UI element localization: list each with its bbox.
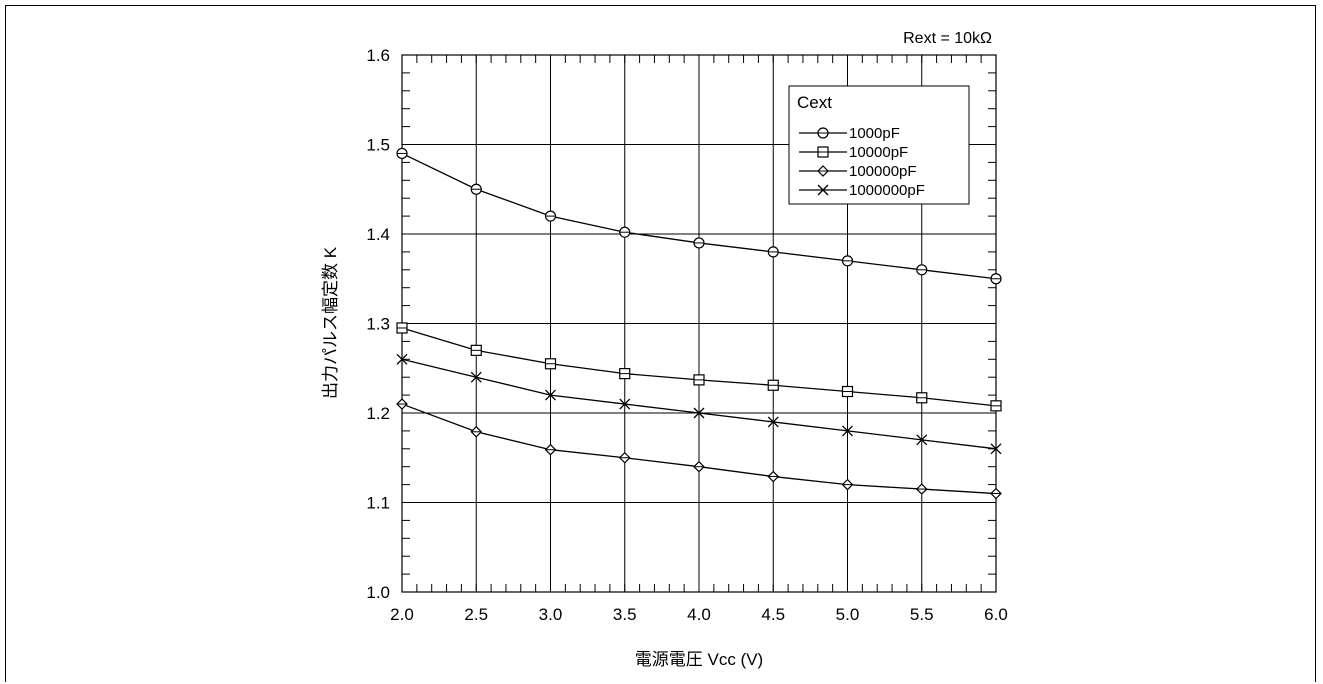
x-tick-label: 3.5	[613, 605, 637, 624]
data-point	[767, 379, 779, 391]
legend-label: 10000pF	[849, 144, 908, 161]
data-point	[841, 478, 854, 491]
legend-item: 10000pF	[799, 144, 908, 161]
x-tick-label: 2.5	[464, 605, 488, 624]
data-point	[693, 374, 705, 386]
y-tick-label: 1.4	[366, 225, 390, 244]
data-point	[841, 385, 854, 398]
data-point	[916, 264, 928, 276]
legend-label: 1000000pF	[849, 182, 925, 199]
data-point	[767, 246, 779, 258]
data-point	[618, 451, 631, 464]
series-1	[396, 147, 1002, 285]
data-point	[396, 398, 408, 410]
legend-marker	[817, 146, 829, 158]
x-tick-label: 4.0	[687, 605, 711, 624]
x-tick-label: 4.5	[761, 605, 785, 624]
x-tick-label: 3.0	[539, 605, 563, 624]
legend-box	[788, 85, 970, 205]
data-point	[396, 147, 408, 160]
data-point	[990, 273, 1002, 285]
y-tick-label: 1.3	[366, 315, 390, 334]
y-tick-label: 1.0	[366, 583, 390, 602]
data-point	[619, 368, 631, 380]
series-3	[396, 398, 1002, 500]
y-tick-labels: 1.0 1.1 1.2 1.3 1.4 1.5 1.6	[366, 46, 390, 602]
x-tick-label: 2.0	[390, 605, 414, 624]
legend-marker	[817, 184, 829, 196]
marker-x-b	[619, 398, 631, 410]
x-tick-label: 6.0	[984, 605, 1008, 624]
y-tick-label: 1.6	[366, 46, 390, 65]
marker-x-b	[545, 389, 556, 401]
data-point	[545, 389, 556, 401]
data-point	[396, 322, 408, 334]
legend: Cext 1000pF 10000pF 100000pF 1000000pF	[788, 85, 970, 205]
marker-x-b	[693, 407, 705, 419]
marker-x-b	[767, 416, 779, 428]
data-point	[470, 425, 483, 438]
data-point	[990, 443, 1002, 455]
chart-frame	[5, 5, 1316, 682]
legend-marker	[817, 127, 829, 139]
x-tick-labels: 2.0 2.5 3.0 3.5 4.0 4.5 5.0 5.5 6.0	[390, 605, 1008, 624]
x-tick-label: 5.0	[836, 605, 860, 624]
series-4	[396, 353, 1002, 455]
data-point	[693, 237, 705, 249]
data-point	[693, 460, 705, 473]
legend-title: Cext	[797, 93, 832, 112]
data-point	[990, 487, 1002, 500]
series-layer	[396, 147, 1002, 500]
data-point	[842, 425, 853, 437]
legend-item: 1000pF	[799, 125, 900, 142]
marker-x-b	[470, 371, 482, 383]
data-point	[767, 416, 779, 428]
x-tick-label: 5.5	[910, 605, 934, 624]
data-point	[767, 470, 780, 483]
legend-label: 100000pF	[849, 163, 917, 180]
data-point	[841, 255, 854, 267]
marker-x-b	[990, 443, 1002, 455]
y-axis-title: 出力パルス幅定数 K	[321, 246, 340, 399]
legend-item: 100000pF	[799, 163, 917, 180]
marker-x-b	[396, 353, 408, 365]
y-tick-label: 1.5	[366, 136, 390, 155]
marker-x-b	[916, 434, 928, 446]
x-axis-title: 電源電圧 Vcc (V)	[635, 650, 763, 669]
data-point	[619, 226, 631, 238]
series-2	[396, 322, 1002, 412]
legend-item: 1000000pF	[799, 182, 925, 199]
legend-marker	[817, 165, 829, 177]
data-point	[470, 371, 482, 383]
legend-label: 1000pF	[849, 125, 900, 142]
condition-annotation: Rext = 10kΩ	[903, 30, 992, 47]
data-point	[470, 344, 482, 356]
data-point	[544, 358, 557, 370]
legend-items: 1000pF 10000pF 100000pF 1000000pF	[799, 125, 925, 199]
y-tick-label: 1.2	[366, 404, 390, 423]
data-point	[693, 407, 705, 419]
data-point	[470, 183, 482, 195]
data-point	[916, 434, 928, 446]
data-point	[544, 443, 557, 456]
data-point	[396, 353, 408, 365]
data-point	[990, 400, 1002, 412]
data-point	[619, 398, 631, 410]
y-tick-label: 1.1	[366, 494, 390, 513]
data-point	[916, 392, 928, 404]
marker-x-b	[842, 425, 853, 437]
data-point	[915, 483, 928, 495]
marker-x-b	[817, 184, 829, 196]
data-point	[544, 210, 557, 222]
axis-ticks	[401, 54, 997, 593]
